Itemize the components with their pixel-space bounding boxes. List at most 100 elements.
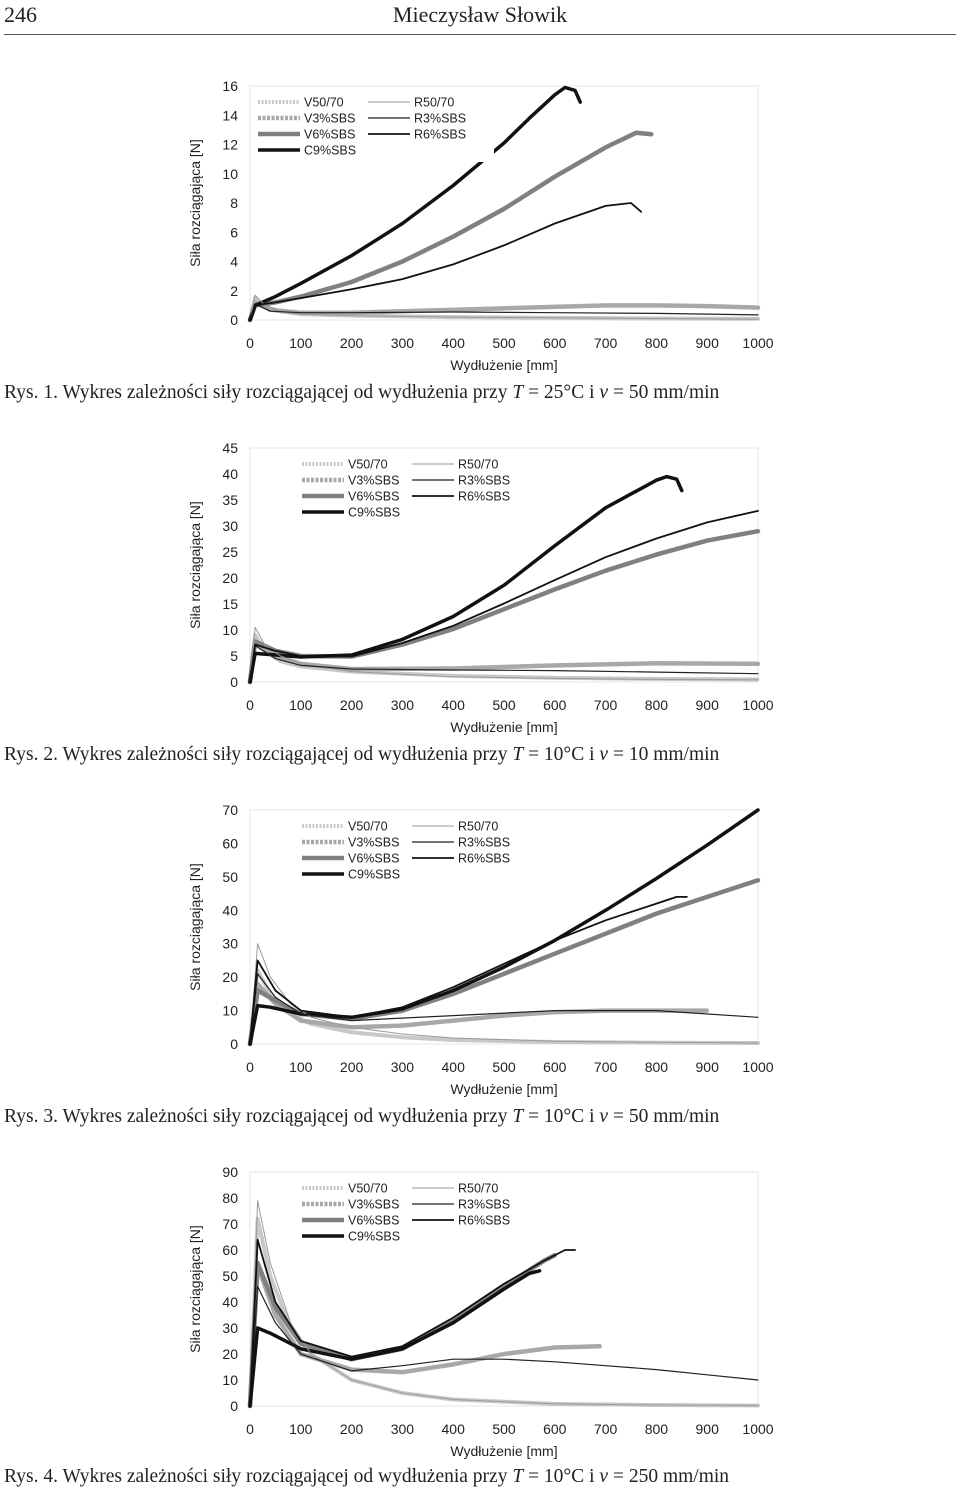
legend-label: R50/70: [458, 1182, 498, 1196]
y-tick-label: 20: [222, 570, 238, 586]
y-tick-label: 10: [222, 166, 238, 182]
x-tick-label: 600: [543, 697, 567, 713]
y-axis-label: Siła rozciągająca [N]: [187, 139, 203, 267]
x-tick-label: 200: [340, 1421, 364, 1437]
x-tick-label: 200: [340, 697, 364, 713]
legend-label: V50/70: [304, 96, 344, 110]
x-tick-label: 400: [442, 1421, 466, 1437]
series-line-c9-sbs: [248, 1269, 542, 1408]
y-tick-label: 0: [230, 1036, 238, 1052]
y-tick-label: 8: [230, 195, 238, 211]
y-tick-label: 20: [222, 1346, 238, 1362]
legend-label: R50/70: [458, 458, 498, 472]
x-tick-label: 600: [543, 1421, 567, 1437]
x-tick-label: 600: [543, 335, 567, 351]
caption-rys1: Rys. 1. Wykres zależności siły rozciągaj…: [4, 382, 720, 403]
x-tick-label: 300: [391, 1059, 415, 1075]
legend-label: V3%SBS: [348, 474, 399, 488]
series-line-v6-sbs: [247, 528, 761, 685]
y-tick-label: 12: [222, 137, 238, 153]
series-line-v50-70: [248, 633, 760, 684]
chart-svg: 0 5 10 15 20 25 30 35 40 45 0 100 200 300 400 500 600 700…: [187, 440, 774, 735]
x-axis-label: Wydłużenie [mm]: [450, 719, 557, 735]
y-tick-label: 60: [222, 1242, 238, 1258]
x-tick-label: 0: [246, 697, 254, 713]
x-tick-label: 400: [442, 697, 466, 713]
x-tick-label: 100: [289, 335, 313, 351]
x-tick-label: 900: [696, 1421, 720, 1437]
x-tick-label: 300: [391, 697, 415, 713]
x-tick-label: 900: [696, 1059, 720, 1075]
y-tick-label: 40: [222, 466, 238, 482]
x-tick-label: 700: [594, 697, 618, 713]
legend-label: R3%SBS: [458, 836, 510, 850]
legend-label: V6%SBS: [304, 128, 355, 142]
x-tick-label: 1000: [742, 1421, 773, 1437]
header-rule: [4, 34, 956, 35]
y-tick-label: 6: [230, 224, 238, 240]
chart-rys2: 0 5 10 15 20 25 30 35 40 45 0 100 200 300 400 500 600 700…: [186, 434, 782, 740]
x-tick-label: 300: [391, 335, 415, 351]
y-tick-label: 16: [222, 78, 238, 94]
x-tick-label: 800: [645, 1421, 669, 1437]
legend-label: R6%SBS: [414, 128, 466, 142]
y-tick-label: 10: [222, 622, 238, 638]
series-line-r6-sbs: [249, 202, 643, 321]
y-tick-label: 10: [222, 1003, 238, 1019]
y-axis-label: Siła rozciągająca [N]: [187, 1225, 203, 1353]
legend-label: R6%SBS: [458, 852, 510, 866]
y-tick-label: 70: [222, 1216, 238, 1232]
series-line-v3-sbs: [247, 300, 761, 323]
series-line-r6-sbs: [249, 1238, 577, 1407]
y-tick-label: 70: [222, 802, 238, 818]
x-tick-label: 100: [289, 1059, 313, 1075]
y-tick-label: 20: [222, 969, 238, 985]
y-tick-label: 0: [230, 1398, 238, 1414]
legend-label: V3%SBS: [348, 1198, 399, 1212]
x-axis-label: Wydłużenie [mm]: [450, 357, 557, 373]
x-tick-label: 300: [391, 1421, 415, 1437]
x-tick-label: 900: [696, 697, 720, 713]
x-tick-label: 800: [645, 335, 669, 351]
series-line-v50-70: [248, 968, 760, 1046]
legend-label: V3%SBS: [348, 836, 399, 850]
x-tick-label: 500: [492, 335, 516, 351]
series-line-r6-sbs: [249, 896, 688, 1045]
series-line-v6-sbs: [247, 877, 761, 1047]
y-tick-label: 2: [230, 283, 238, 299]
series-line-r50-70: [249, 943, 759, 1045]
series-line-c9-sbs: [248, 808, 760, 1046]
x-tick-label: 0: [246, 1421, 254, 1437]
x-tick-label: 700: [594, 1059, 618, 1075]
x-tick-label: 700: [594, 335, 618, 351]
page-header: 246 Mieczysław Słowik: [0, 0, 960, 35]
x-tick-label: 1000: [742, 697, 773, 713]
running-head-author: Mieczysław Słowik: [392, 2, 568, 27]
x-axis-label: Wydłużenie [mm]: [450, 1081, 557, 1097]
y-tick-label: 30: [222, 518, 238, 534]
series-line-r3-sbs: [249, 1285, 759, 1407]
legend-label: R3%SBS: [458, 1198, 510, 1212]
legend-label: V6%SBS: [348, 490, 399, 504]
legend-label: C9%SBS: [348, 868, 400, 882]
legend-label: V50/70: [348, 820, 388, 834]
x-tick-label: 200: [340, 335, 364, 351]
y-axis-label: Siła rozciągająca [N]: [187, 501, 203, 629]
caption-rys3: Rys. 3. Wykres zależności siły rozciągaj…: [4, 1106, 720, 1127]
legend-label: V6%SBS: [348, 1214, 399, 1228]
legend-label: V50/70: [348, 1182, 388, 1196]
caption-rys2: Rys. 2. Wykres zależności siły rozciągaj…: [4, 744, 720, 765]
series-line-r50-70: [249, 294, 759, 321]
y-tick-label: 35: [222, 492, 238, 508]
x-tick-label: 500: [492, 1421, 516, 1437]
x-tick-label: 100: [289, 697, 313, 713]
y-axis-label: Siła rozciągająca [N]: [187, 863, 203, 991]
x-tick-label: 600: [543, 1059, 567, 1075]
legend-label: V50/70: [348, 458, 388, 472]
plot-area: [249, 809, 759, 1045]
legend-label: R6%SBS: [458, 1214, 510, 1228]
legend-label: R6%SBS: [458, 490, 510, 504]
x-tick-label: 100: [289, 1421, 313, 1437]
